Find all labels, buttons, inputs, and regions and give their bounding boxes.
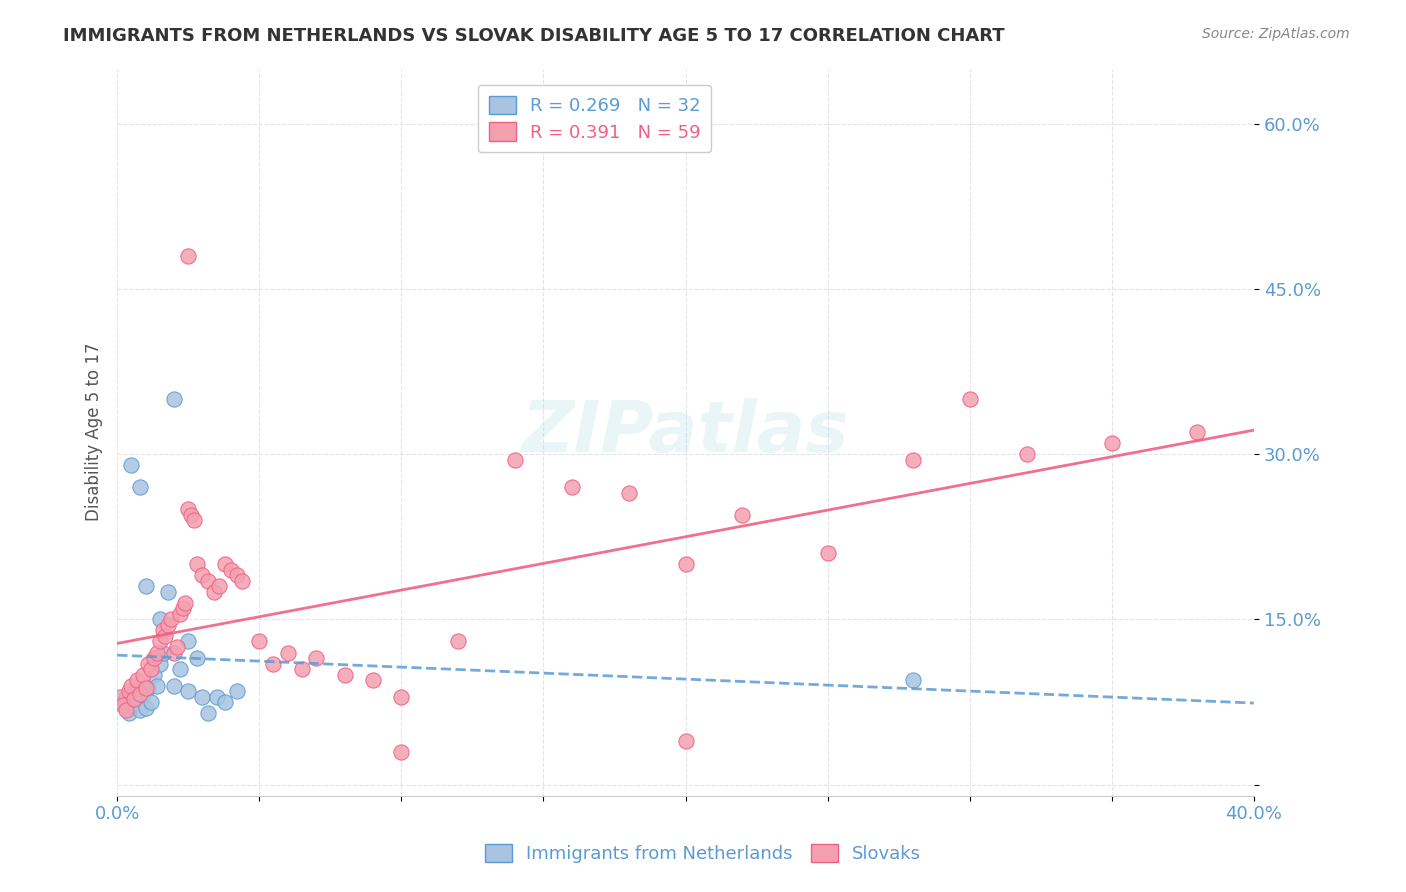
Point bbox=[186, 558, 208, 572]
Point bbox=[157, 585, 180, 599]
Point bbox=[160, 612, 183, 626]
Point bbox=[291, 662, 314, 676]
Point bbox=[205, 690, 228, 704]
Point bbox=[111, 698, 134, 713]
Point bbox=[389, 690, 412, 704]
Point bbox=[1101, 436, 1123, 450]
Point bbox=[1015, 447, 1038, 461]
Point bbox=[225, 568, 247, 582]
Point bbox=[138, 657, 160, 671]
Point bbox=[447, 634, 470, 648]
Point bbox=[152, 624, 174, 638]
Point bbox=[120, 679, 142, 693]
Point bbox=[125, 691, 148, 706]
Point bbox=[152, 646, 174, 660]
Y-axis label: Disability Age 5 to 17: Disability Age 5 to 17 bbox=[86, 343, 103, 522]
Point bbox=[191, 568, 214, 582]
Point bbox=[197, 706, 219, 720]
Point bbox=[186, 651, 208, 665]
Point bbox=[114, 690, 136, 704]
Point bbox=[143, 667, 166, 681]
Point bbox=[731, 508, 754, 522]
Point bbox=[214, 558, 236, 572]
Point bbox=[561, 480, 583, 494]
Point bbox=[129, 703, 152, 717]
Point bbox=[143, 651, 166, 665]
Point bbox=[177, 249, 200, 263]
Point bbox=[197, 574, 219, 588]
Point bbox=[146, 646, 169, 660]
Point bbox=[225, 684, 247, 698]
Point bbox=[135, 681, 157, 695]
Point bbox=[208, 579, 231, 593]
Point bbox=[277, 646, 299, 660]
Point bbox=[247, 634, 270, 648]
Point bbox=[163, 646, 186, 660]
Point bbox=[901, 673, 924, 687]
Point bbox=[174, 596, 197, 610]
Point bbox=[183, 513, 205, 527]
Point bbox=[129, 687, 152, 701]
Point bbox=[163, 679, 186, 693]
Point bbox=[149, 657, 172, 671]
Point bbox=[141, 662, 163, 676]
Point bbox=[108, 690, 131, 704]
Point bbox=[169, 662, 191, 676]
Point bbox=[172, 601, 194, 615]
Point bbox=[141, 695, 163, 709]
Point bbox=[959, 392, 981, 406]
Point bbox=[149, 612, 172, 626]
Point bbox=[120, 458, 142, 473]
Point bbox=[177, 634, 200, 648]
Text: Source: ZipAtlas.com: Source: ZipAtlas.com bbox=[1202, 27, 1350, 41]
Point bbox=[117, 684, 139, 698]
Point bbox=[1185, 425, 1208, 439]
Legend: Immigrants from Netherlands, Slovaks: Immigrants from Netherlands, Slovaks bbox=[474, 833, 932, 874]
Point bbox=[135, 579, 157, 593]
Point bbox=[219, 563, 242, 577]
Point bbox=[149, 634, 172, 648]
Point bbox=[157, 618, 180, 632]
Point bbox=[333, 667, 356, 681]
Legend: R = 0.269   N = 32, R = 0.391   N = 59: R = 0.269 N = 32, R = 0.391 N = 59 bbox=[478, 85, 711, 153]
Point bbox=[132, 687, 155, 701]
Point bbox=[617, 485, 640, 500]
Point bbox=[503, 452, 526, 467]
Point bbox=[146, 679, 169, 693]
Point bbox=[389, 745, 412, 759]
Point bbox=[361, 673, 384, 687]
Point bbox=[675, 558, 697, 572]
Point bbox=[191, 690, 214, 704]
Point bbox=[117, 706, 139, 720]
Point bbox=[263, 657, 285, 671]
Point bbox=[166, 640, 188, 654]
Point bbox=[125, 673, 148, 687]
Point bbox=[114, 703, 136, 717]
Point bbox=[138, 681, 160, 695]
Point bbox=[135, 700, 157, 714]
Point bbox=[177, 502, 200, 516]
Point bbox=[214, 695, 236, 709]
Point bbox=[180, 508, 202, 522]
Point bbox=[122, 684, 145, 698]
Point bbox=[901, 452, 924, 467]
Point bbox=[132, 667, 155, 681]
Point bbox=[111, 695, 134, 709]
Point bbox=[155, 629, 177, 643]
Point bbox=[163, 392, 186, 406]
Point bbox=[169, 607, 191, 621]
Text: IMMIGRANTS FROM NETHERLANDS VS SLOVAK DISABILITY AGE 5 TO 17 CORRELATION CHART: IMMIGRANTS FROM NETHERLANDS VS SLOVAK DI… bbox=[63, 27, 1005, 45]
Point bbox=[202, 585, 225, 599]
Point bbox=[122, 691, 145, 706]
Point bbox=[120, 698, 142, 713]
Point bbox=[305, 651, 328, 665]
Point bbox=[129, 480, 152, 494]
Point bbox=[177, 684, 200, 698]
Text: ZIPatlas: ZIPatlas bbox=[522, 398, 849, 467]
Point bbox=[231, 574, 253, 588]
Point bbox=[817, 546, 839, 560]
Point bbox=[675, 733, 697, 747]
